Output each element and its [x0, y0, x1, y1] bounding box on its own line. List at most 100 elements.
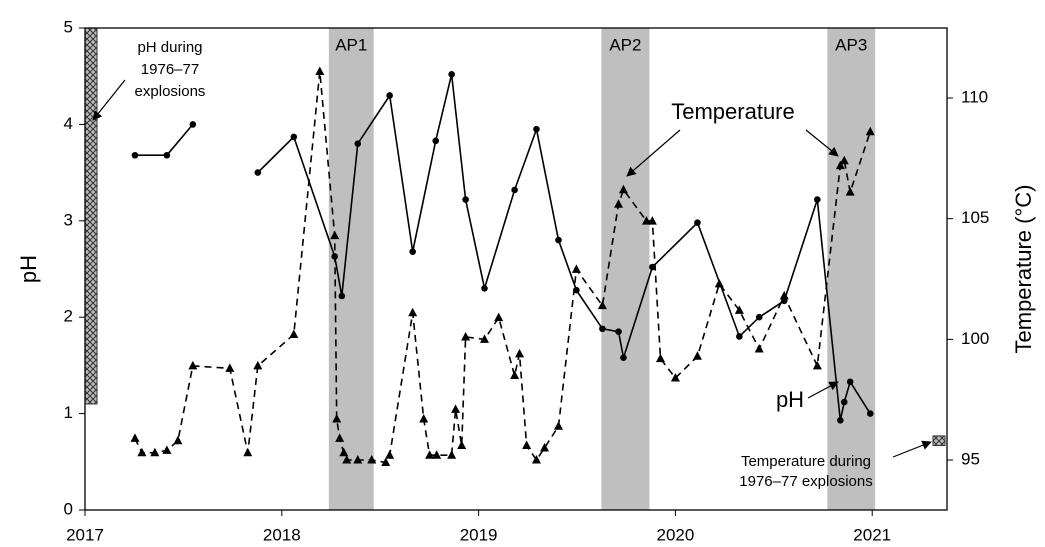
- marker: [615, 328, 622, 335]
- marker: [734, 305, 744, 314]
- marker: [461, 331, 471, 341]
- marker: [555, 236, 562, 244]
- annotation: 1976–77 explosions: [739, 473, 872, 490]
- marker: [840, 398, 848, 406]
- marker: [163, 151, 171, 159]
- plot-frame: [84, 27, 948, 511]
- marker: [839, 155, 849, 165]
- y-tick-label: 3: [64, 210, 73, 229]
- period-label: AP2: [609, 35, 641, 54]
- y2-tick-label: 110: [961, 87, 988, 106]
- marker: [714, 278, 724, 288]
- marker: [432, 137, 440, 145]
- marker: [531, 455, 541, 464]
- marker: [385, 450, 395, 459]
- marker: [515, 348, 525, 358]
- marker: [451, 404, 461, 413]
- marker: [692, 351, 702, 360]
- marker: [131, 151, 139, 159]
- annotation: Temperature: [671, 99, 795, 124]
- marker: [814, 196, 821, 203]
- x-tick-label: 2021: [853, 525, 891, 544]
- period-band: [827, 28, 876, 510]
- marker: [736, 333, 743, 340]
- marker: [480, 334, 490, 343]
- marker: [618, 184, 628, 194]
- y-tick-label: 0: [64, 499, 73, 518]
- marker: [812, 360, 822, 370]
- background-layer: [84, 27, 946, 510]
- marker: [865, 126, 875, 136]
- x-tick-label: 2019: [460, 525, 498, 544]
- marker: [571, 264, 581, 273]
- marker: [779, 290, 789, 300]
- marker: [354, 140, 362, 147]
- marker: [189, 121, 197, 128]
- period-label: AP3: [835, 35, 867, 54]
- marker: [353, 455, 363, 464]
- marker: [670, 372, 680, 382]
- marker: [425, 450, 435, 459]
- arrow: [92, 79, 126, 121]
- marker: [150, 447, 160, 457]
- arrow: [626, 129, 681, 177]
- marker: [335, 433, 345, 442]
- marker: [837, 417, 844, 424]
- marker: [315, 66, 325, 75]
- marker: [243, 447, 253, 457]
- marker: [289, 329, 299, 339]
- marker: [462, 196, 469, 203]
- x-tick-label: 2018: [263, 525, 301, 544]
- y-tick-label: 5: [64, 17, 73, 36]
- marker: [599, 325, 606, 333]
- series-line: [134, 71, 871, 464]
- marker: [647, 216, 657, 225]
- marker: [522, 440, 532, 450]
- marker: [338, 292, 346, 300]
- marker: [641, 216, 651, 225]
- marker: [254, 169, 262, 176]
- marker: [137, 447, 147, 457]
- marker: [173, 435, 183, 445]
- marker: [130, 433, 140, 442]
- marker: [386, 92, 393, 99]
- marker: [835, 160, 845, 170]
- marker: [162, 445, 172, 454]
- marker: [409, 248, 416, 255]
- historical-marker: [932, 435, 946, 447]
- marker: [457, 440, 467, 450]
- marker: [381, 457, 391, 466]
- y-tick-label: 4: [64, 114, 73, 133]
- marker: [447, 450, 457, 459]
- marker: [694, 219, 701, 227]
- marker: [432, 450, 442, 459]
- plot-layer: [130, 66, 875, 466]
- marker: [846, 378, 854, 386]
- arrow: [892, 440, 932, 458]
- marker: [510, 370, 520, 380]
- y2-tick-label: 100: [961, 329, 989, 348]
- y2-axis-label: Temperature (°C): [1011, 185, 1036, 354]
- annotation: 1976–77: [141, 61, 199, 78]
- marker: [554, 421, 564, 430]
- marker: [655, 353, 665, 363]
- marker: [342, 455, 352, 464]
- marker: [481, 284, 488, 292]
- marker: [540, 442, 550, 452]
- marker: [330, 230, 340, 240]
- historical-bar: [84, 27, 98, 405]
- marker: [367, 455, 377, 464]
- marker: [253, 360, 263, 370]
- marker: [419, 414, 429, 423]
- marker: [845, 187, 855, 196]
- marker: [755, 313, 763, 321]
- marker: [866, 410, 874, 417]
- period-label: AP1: [335, 35, 367, 54]
- marker: [597, 300, 607, 310]
- marker: [614, 199, 624, 208]
- marker: [448, 70, 455, 78]
- y2-tick-label: 95: [961, 450, 980, 469]
- marker: [290, 133, 298, 141]
- annotation: pH: [776, 387, 804, 412]
- arrow: [807, 381, 839, 399]
